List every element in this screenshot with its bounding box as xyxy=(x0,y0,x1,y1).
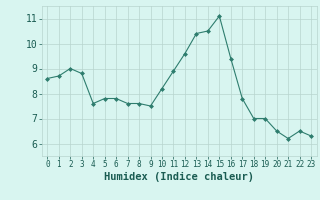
X-axis label: Humidex (Indice chaleur): Humidex (Indice chaleur) xyxy=(104,172,254,182)
